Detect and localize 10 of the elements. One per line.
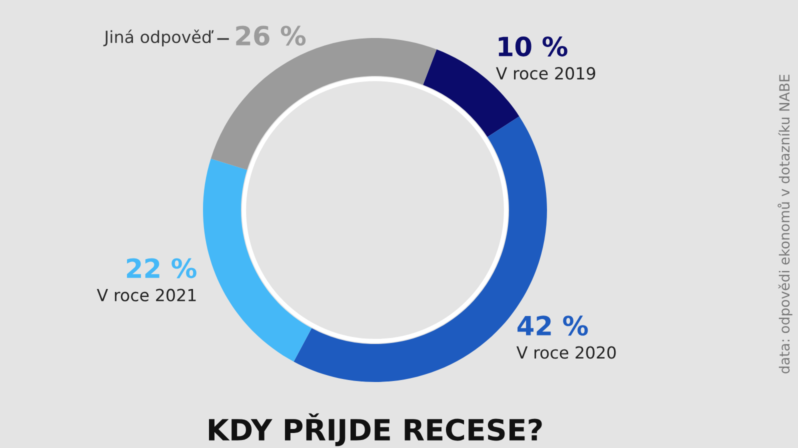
slice-label: Jiná odpověď: [103, 30, 214, 46]
slice-label: V roce 2019: [496, 67, 596, 80]
data-label: 26 %: [236, 26, 306, 46]
data-label: 22 %: [126, 258, 196, 278]
text: data: odpovědi ekonomů v dotazníku NABE: [778, 74, 792, 374]
text: KDY PŘIJDE RECESE?: [209, 413, 542, 446]
data-label: 42 %: [518, 316, 588, 336]
slice-label: V roce 2021: [96, 288, 196, 302]
slice-label: V roce 2020: [516, 346, 616, 359]
data-label: 10 %: [498, 36, 568, 56]
